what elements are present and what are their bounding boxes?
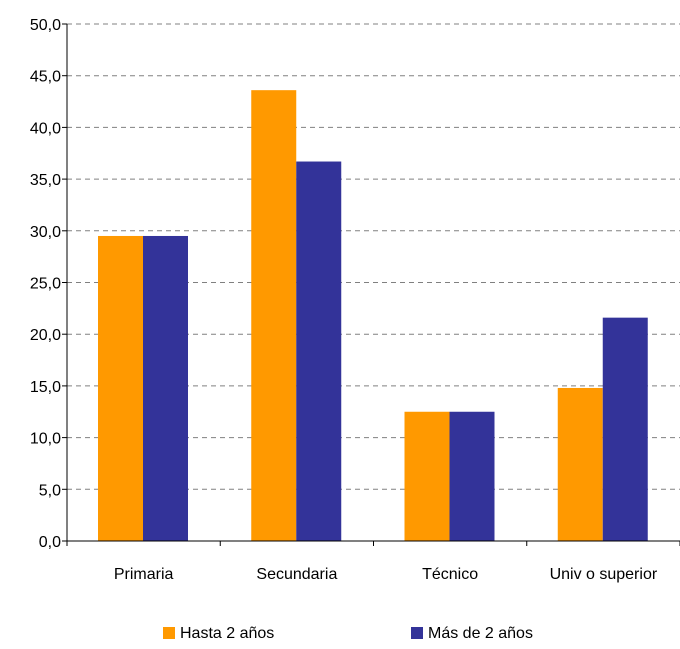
y-ticks: 0,0 5,0 10,0 15,0 20,0 25,0 30,0 35,0 40,0 45,0 50… <box>30 17 67 551</box>
y-tick-label: 45,0 <box>30 69 61 86</box>
y-tick-label: 15,0 <box>30 379 61 396</box>
x-category-label: Univ o superior <box>550 566 658 583</box>
bar-hasta-2-anos-1 <box>251 90 297 542</box>
x-category-label: Técnico <box>422 566 478 583</box>
bar-mas-de-2-anos-1 <box>296 161 342 541</box>
bars <box>98 90 648 542</box>
bar-hasta-2-anos-2 <box>404 411 450 541</box>
y-tick-label: 30,0 <box>30 224 61 241</box>
y-tick-label: 0,0 <box>39 534 61 551</box>
legend-label: Hasta 2 años <box>180 625 274 642</box>
y-tick-label: 10,0 <box>30 431 61 448</box>
legend-label: Más de 2 años <box>428 625 533 642</box>
y-tick-label: 35,0 <box>30 172 61 189</box>
y-tick-label: 25,0 <box>30 276 61 293</box>
y-tick-label: 50,0 <box>30 17 61 34</box>
bar-hasta-2-anos-3 <box>557 387 603 541</box>
x-category-label: Primaria <box>114 566 174 583</box>
bar-mas-de-2-anos-3 <box>602 317 648 541</box>
x-ticks: Primaria Secundaria Técnico Univ o superior <box>66 541 680 583</box>
y-tick-label: 5,0 <box>39 482 61 499</box>
legend: Hasta 2 años Más de 2 años <box>163 625 533 642</box>
bar-hasta-2-anos-0 <box>98 235 143 541</box>
bar-mas-de-2-anos-2 <box>449 411 495 541</box>
legend-swatch <box>163 627 175 639</box>
y-tick-label: 20,0 <box>30 327 61 344</box>
bar-mas-de-2-anos-0 <box>143 235 188 541</box>
legend-swatch <box>411 627 423 639</box>
y-tick-label: 40,0 <box>30 120 61 137</box>
x-category-label: Secundaria <box>256 566 337 583</box>
